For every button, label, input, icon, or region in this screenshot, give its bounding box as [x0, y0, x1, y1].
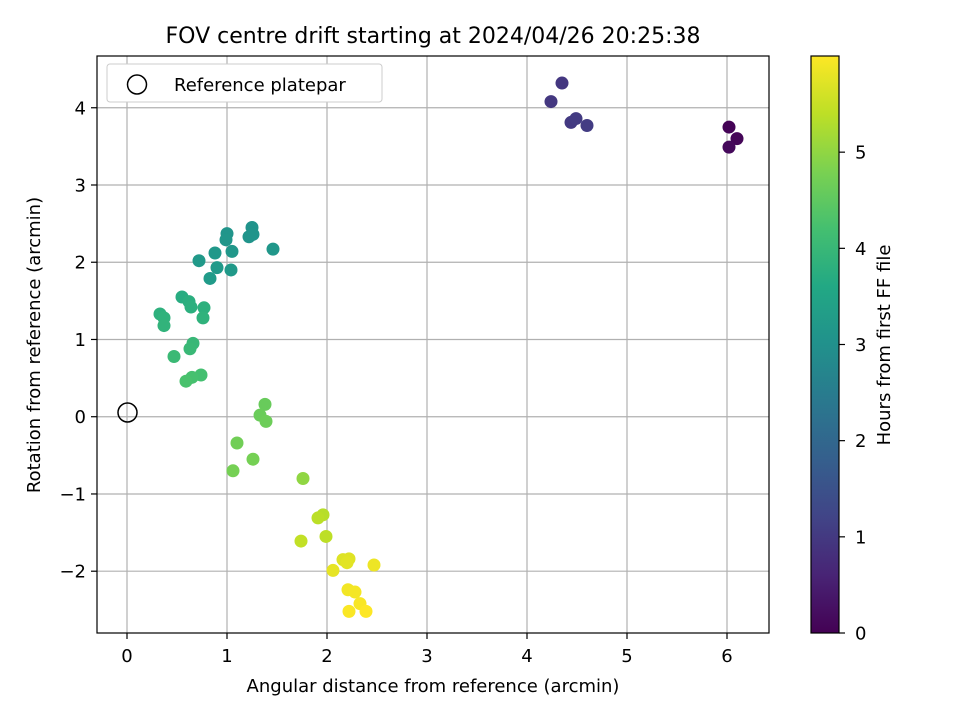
y-tick-label: 0: [75, 407, 86, 428]
colorbar-tick-label: 1: [855, 527, 866, 548]
data-point: [196, 311, 210, 325]
data-point: [348, 585, 362, 599]
data-point: [258, 397, 272, 411]
data-point: [367, 558, 381, 572]
data-point: [266, 242, 280, 256]
legend-reference-label: Reference platepar: [174, 75, 346, 96]
colorbar-label: Hours from first FF file: [874, 245, 895, 446]
data-point: [259, 414, 273, 428]
x-axis-ticks: 0 1 2 3 4 5 6: [121, 633, 733, 667]
chart-title: FOV centre drift starting at 2024/04/26 …: [166, 24, 701, 49]
data-point: [296, 472, 310, 486]
data-point: [226, 464, 240, 478]
x-tick-label: 3: [421, 646, 432, 667]
data-point: [342, 604, 356, 618]
data-point: [203, 271, 217, 285]
data-point: [311, 511, 325, 525]
colorbar-gradient: [810, 55, 840, 634]
colorbar-tick-label: 0: [855, 624, 866, 645]
y-tick-label: −2: [59, 562, 86, 583]
data-point: [730, 132, 744, 146]
data-point: [319, 529, 333, 543]
data-point: [230, 436, 244, 450]
colorbar-tick-label: 5: [855, 143, 866, 164]
x-tick-label: 6: [721, 646, 732, 667]
x-tick-label: 2: [321, 646, 332, 667]
legend: Reference platepar: [106, 63, 383, 103]
reference-marker: [117, 402, 138, 423]
colorbar-tick-label: 4: [855, 239, 866, 260]
y-tick-label: −1: [59, 484, 86, 505]
data-point: [326, 563, 340, 577]
x-axis-label: Angular distance from reference (arcmin): [247, 676, 620, 697]
x-tick-label: 5: [621, 646, 632, 667]
colorbar-tick-label: 3: [855, 335, 866, 356]
data-point: [246, 227, 260, 241]
y-tick-label: 2: [75, 253, 86, 274]
data-point: [219, 233, 233, 247]
data-point: [359, 604, 373, 618]
data-point: [184, 300, 198, 314]
data-point: [722, 140, 736, 154]
plot-frame: [96, 55, 770, 634]
y-tick-label: 3: [75, 175, 86, 196]
data-point: [555, 76, 569, 90]
data-point: [208, 246, 222, 260]
data-point: [225, 244, 239, 258]
legend-reference-marker: [126, 74, 148, 95]
data-point: [197, 301, 211, 315]
x-tick-label: 0: [121, 646, 132, 667]
data-point: [246, 452, 260, 466]
data-point: [544, 95, 558, 109]
y-axis-ticks: −2 −1 0 1 2 3 4: [59, 98, 97, 583]
legend-box: [106, 63, 383, 103]
data-point: [179, 374, 193, 388]
data-point: [157, 319, 171, 333]
data-point: [580, 119, 594, 133]
data-point: [722, 120, 736, 134]
data-point: [340, 556, 354, 570]
grid: [97, 56, 769, 633]
colorbar: 0 1 2 3 4 5 Hours from first FF file: [810, 55, 895, 645]
colorbar-tick-label: 2: [855, 431, 866, 452]
data-point: [192, 254, 206, 268]
data-point: [569, 112, 583, 126]
data-points: [153, 76, 744, 618]
y-axis-label: Rotation from reference (arcmin): [24, 197, 45, 493]
y-tick-label: 1: [75, 330, 86, 351]
data-point: [210, 261, 224, 275]
x-tick-label: 4: [521, 646, 532, 667]
data-point: [167, 349, 181, 363]
data-point: [294, 534, 308, 548]
x-tick-label: 1: [221, 646, 232, 667]
colorbar-ticks: 0 1 2 3 4 5: [839, 143, 866, 645]
data-point: [183, 342, 197, 356]
data-point: [224, 263, 238, 277]
y-tick-label: 4: [75, 98, 86, 119]
